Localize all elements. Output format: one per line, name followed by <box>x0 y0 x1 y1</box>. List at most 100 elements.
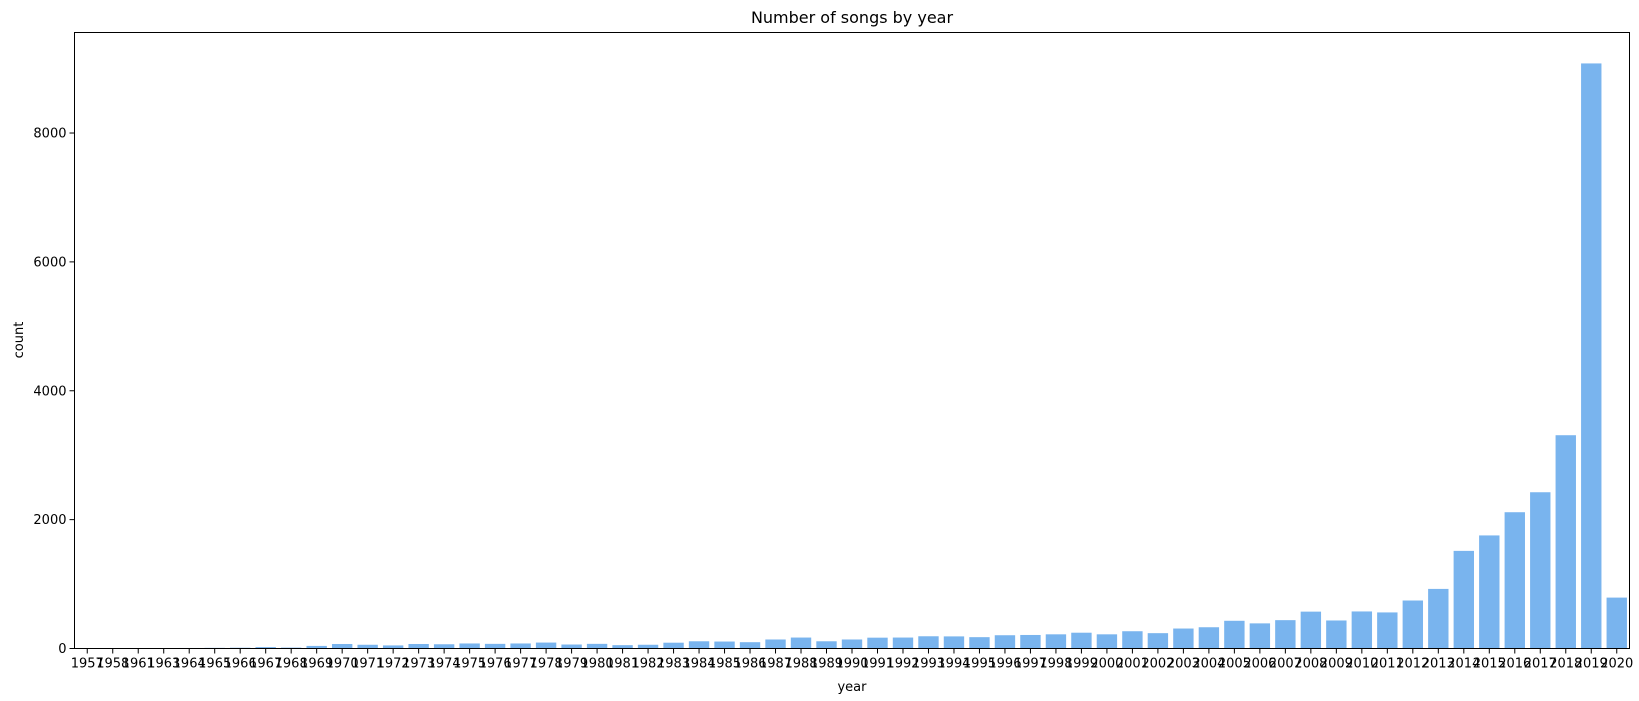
x-tick-label: 2000 <box>1090 657 1123 672</box>
x-tick-label: 1989 <box>810 657 843 672</box>
bar-1978 <box>535 642 557 649</box>
x-tick-label: 2013 <box>1422 657 1455 672</box>
bar-2013 <box>1428 588 1449 649</box>
bar-2002 <box>1147 633 1169 649</box>
x-tick-label: 1966 <box>224 657 257 672</box>
bar-2009 <box>1326 620 1347 649</box>
x-tick-label: 1978 <box>530 657 563 672</box>
bar-1985 <box>714 641 735 649</box>
x-tick-label: 1992 <box>886 657 919 672</box>
x-tick-label: 2016 <box>1498 657 1531 672</box>
x-tick-label: 1995 <box>963 657 996 672</box>
bar-1977 <box>510 643 531 649</box>
x-tick-label: 1981 <box>606 657 639 672</box>
bar-2008 <box>1300 611 1322 649</box>
bar-2001 <box>1122 631 1143 649</box>
x-tick-label: 2015 <box>1473 657 1506 672</box>
x-tick-label: 1972 <box>377 657 410 672</box>
x-tick-label: 2003 <box>1167 657 1200 672</box>
bar-1982 <box>637 644 659 649</box>
x-tick-label: 2010 <box>1345 657 1378 672</box>
x-tick-label: 2005 <box>1218 657 1251 672</box>
x-tick-label: 2001 <box>1116 657 1149 672</box>
y-tick-label: 0 <box>58 642 66 657</box>
y-tick-label: 6000 <box>33 255 66 270</box>
x-tick-label: 1974 <box>428 657 461 672</box>
bar-2006 <box>1249 623 1271 649</box>
x-tick-label: 1982 <box>632 657 665 672</box>
x-tick-label: 1997 <box>1014 657 1047 672</box>
bar-1987 <box>765 639 786 649</box>
x-tick-label: 1975 <box>453 657 486 672</box>
bar-1979 <box>561 644 582 649</box>
chart-title: Number of songs by year <box>751 8 954 27</box>
x-tick-label: 1980 <box>581 657 614 672</box>
bar-2020 <box>1606 597 1627 649</box>
bar-2014 <box>1453 550 1474 649</box>
bar-1990 <box>841 639 863 649</box>
x-tick-label: 1986 <box>733 657 766 672</box>
bar-1975 <box>459 643 480 649</box>
bar-1999 <box>1071 632 1092 649</box>
x-tick-label: 1996 <box>988 657 1021 672</box>
bar-1998 <box>1045 634 1067 649</box>
bars-group <box>77 63 1627 649</box>
bar-1994 <box>943 636 965 649</box>
bar-1981 <box>612 645 633 649</box>
bar-2010 <box>1351 611 1373 649</box>
x-tick-label: 1998 <box>1039 657 1072 672</box>
bar-1972 <box>382 645 404 649</box>
plot-frame <box>74 32 1630 649</box>
bar-1992 <box>892 637 914 649</box>
bar-1983 <box>663 642 684 649</box>
x-tick-label: 2008 <box>1294 657 1327 672</box>
x-tick-label: 1994 <box>937 657 970 672</box>
y-tick-label: 8000 <box>33 127 66 142</box>
x-tick-label: 2019 <box>1575 657 1608 672</box>
bar-2005 <box>1224 620 1245 649</box>
bar-2016 <box>1504 512 1525 649</box>
bar-1974 <box>433 644 455 649</box>
x-tick-label: 1990 <box>835 657 868 672</box>
x-tick-label: 2002 <box>1141 657 1174 672</box>
x-tick-label: 2004 <box>1192 657 1225 672</box>
x-axis-label: year <box>837 680 867 695</box>
bar-1996 <box>994 635 1016 649</box>
x-tick-label: 2017 <box>1524 657 1557 672</box>
bar-2015 <box>1479 535 1500 649</box>
x-tick-label: 1963 <box>147 657 180 672</box>
x-tick-label: 2009 <box>1320 657 1353 672</box>
x-tick-label: 2006 <box>1243 657 1276 672</box>
bar-2000 <box>1096 634 1118 649</box>
bar-1973 <box>408 643 429 649</box>
bar-1976 <box>484 643 506 649</box>
y-axis-label: count <box>12 322 27 359</box>
x-tick-label: 1993 <box>912 657 945 672</box>
x-tick-label: 1970 <box>326 657 359 672</box>
bar-2011 <box>1377 612 1398 649</box>
x-tick-label: 1961 <box>122 657 155 672</box>
bar-1997 <box>1020 634 1041 649</box>
x-tick-label: 1983 <box>657 657 690 672</box>
bar-2007 <box>1275 620 1296 649</box>
x-tick-label: 1968 <box>275 657 308 672</box>
x-tick-label: 1957 <box>71 657 104 672</box>
x-tick-label: 1958 <box>96 657 129 672</box>
x-tick-label: 1979 <box>555 657 588 672</box>
x-tick-label: 1977 <box>504 657 537 672</box>
x-tick-label: 2018 <box>1549 657 1582 672</box>
x-tick-label: 1976 <box>479 657 512 672</box>
bar-2018 <box>1555 435 1576 649</box>
bar-2019 <box>1581 63 1602 649</box>
bar-1991 <box>867 637 888 649</box>
x-tick-label: 2020 <box>1600 657 1633 672</box>
x-tick-label: 2014 <box>1447 657 1480 672</box>
bar-1989 <box>816 641 837 649</box>
x-tick-label: 1973 <box>402 657 435 672</box>
bar-2017 <box>1530 492 1551 649</box>
x-tick-label: 1971 <box>351 657 384 672</box>
bar-1967 <box>255 647 276 649</box>
x-tick-label: 1965 <box>198 657 231 672</box>
